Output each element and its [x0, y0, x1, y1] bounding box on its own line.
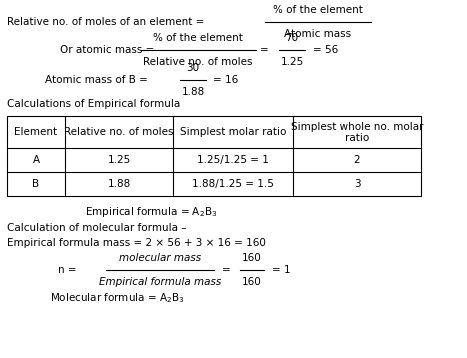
Text: 1.25/1.25 = 1: 1.25/1.25 = 1 — [197, 155, 269, 165]
Text: B: B — [32, 179, 40, 189]
Text: Simplest molar ratio: Simplest molar ratio — [180, 127, 286, 137]
Text: = 56: = 56 — [313, 45, 338, 55]
Text: Atomic mass: Atomic mass — [284, 29, 352, 39]
Text: =: = — [222, 265, 231, 275]
Text: =: = — [260, 45, 269, 55]
Text: Element: Element — [14, 127, 57, 137]
Text: 30: 30 — [186, 63, 199, 73]
Text: Empirical formula mass = 2 × 56 + 3 × 16 = 160: Empirical formula mass = 2 × 56 + 3 × 16… — [7, 238, 266, 248]
Text: A: A — [32, 155, 40, 165]
Bar — [7, 116, 421, 196]
Text: = 16: = 16 — [213, 75, 238, 85]
Text: Simplest whole no. molar: Simplest whole no. molar — [291, 122, 423, 132]
Text: 160: 160 — [242, 277, 262, 287]
Text: 1.25: 1.25 — [107, 155, 131, 165]
Text: Empirical formula = A$_2$B$_3$: Empirical formula = A$_2$B$_3$ — [85, 205, 218, 219]
Text: 1.88: 1.88 — [107, 179, 131, 189]
Text: 1.88: 1.88 — [181, 87, 205, 97]
Text: % of the element: % of the element — [273, 5, 363, 15]
Text: Molecular formula = A$_2$B$_3$: Molecular formula = A$_2$B$_3$ — [50, 291, 184, 305]
Text: Calculations of Empirical formula: Calculations of Empirical formula — [7, 99, 180, 109]
Text: 70: 70 — [285, 33, 298, 43]
Text: 1.25: 1.25 — [280, 57, 304, 67]
Text: Relative no. of moles of an element =: Relative no. of moles of an element = — [7, 17, 205, 27]
Text: 3: 3 — [354, 179, 361, 189]
Text: Atomic mass of B =: Atomic mass of B = — [45, 75, 148, 85]
Text: = 1: = 1 — [272, 265, 290, 275]
Text: Relative no. of moles: Relative no. of moles — [64, 127, 174, 137]
Text: Calculation of molecular formula –: Calculation of molecular formula – — [7, 223, 186, 233]
Text: % of the element: % of the element — [153, 33, 243, 43]
Text: 160: 160 — [242, 253, 262, 263]
Text: 1.88/1.25 = 1.5: 1.88/1.25 = 1.5 — [192, 179, 274, 189]
Text: 2: 2 — [354, 155, 361, 165]
Text: Relative no. of moles: Relative no. of moles — [143, 57, 253, 67]
Text: ratio: ratio — [345, 133, 369, 143]
Text: n =: n = — [58, 265, 77, 275]
Text: Or atomic mass =: Or atomic mass = — [60, 45, 155, 55]
Text: molecular mass: molecular mass — [119, 253, 201, 263]
Text: Empirical formula mass: Empirical formula mass — [99, 277, 221, 287]
